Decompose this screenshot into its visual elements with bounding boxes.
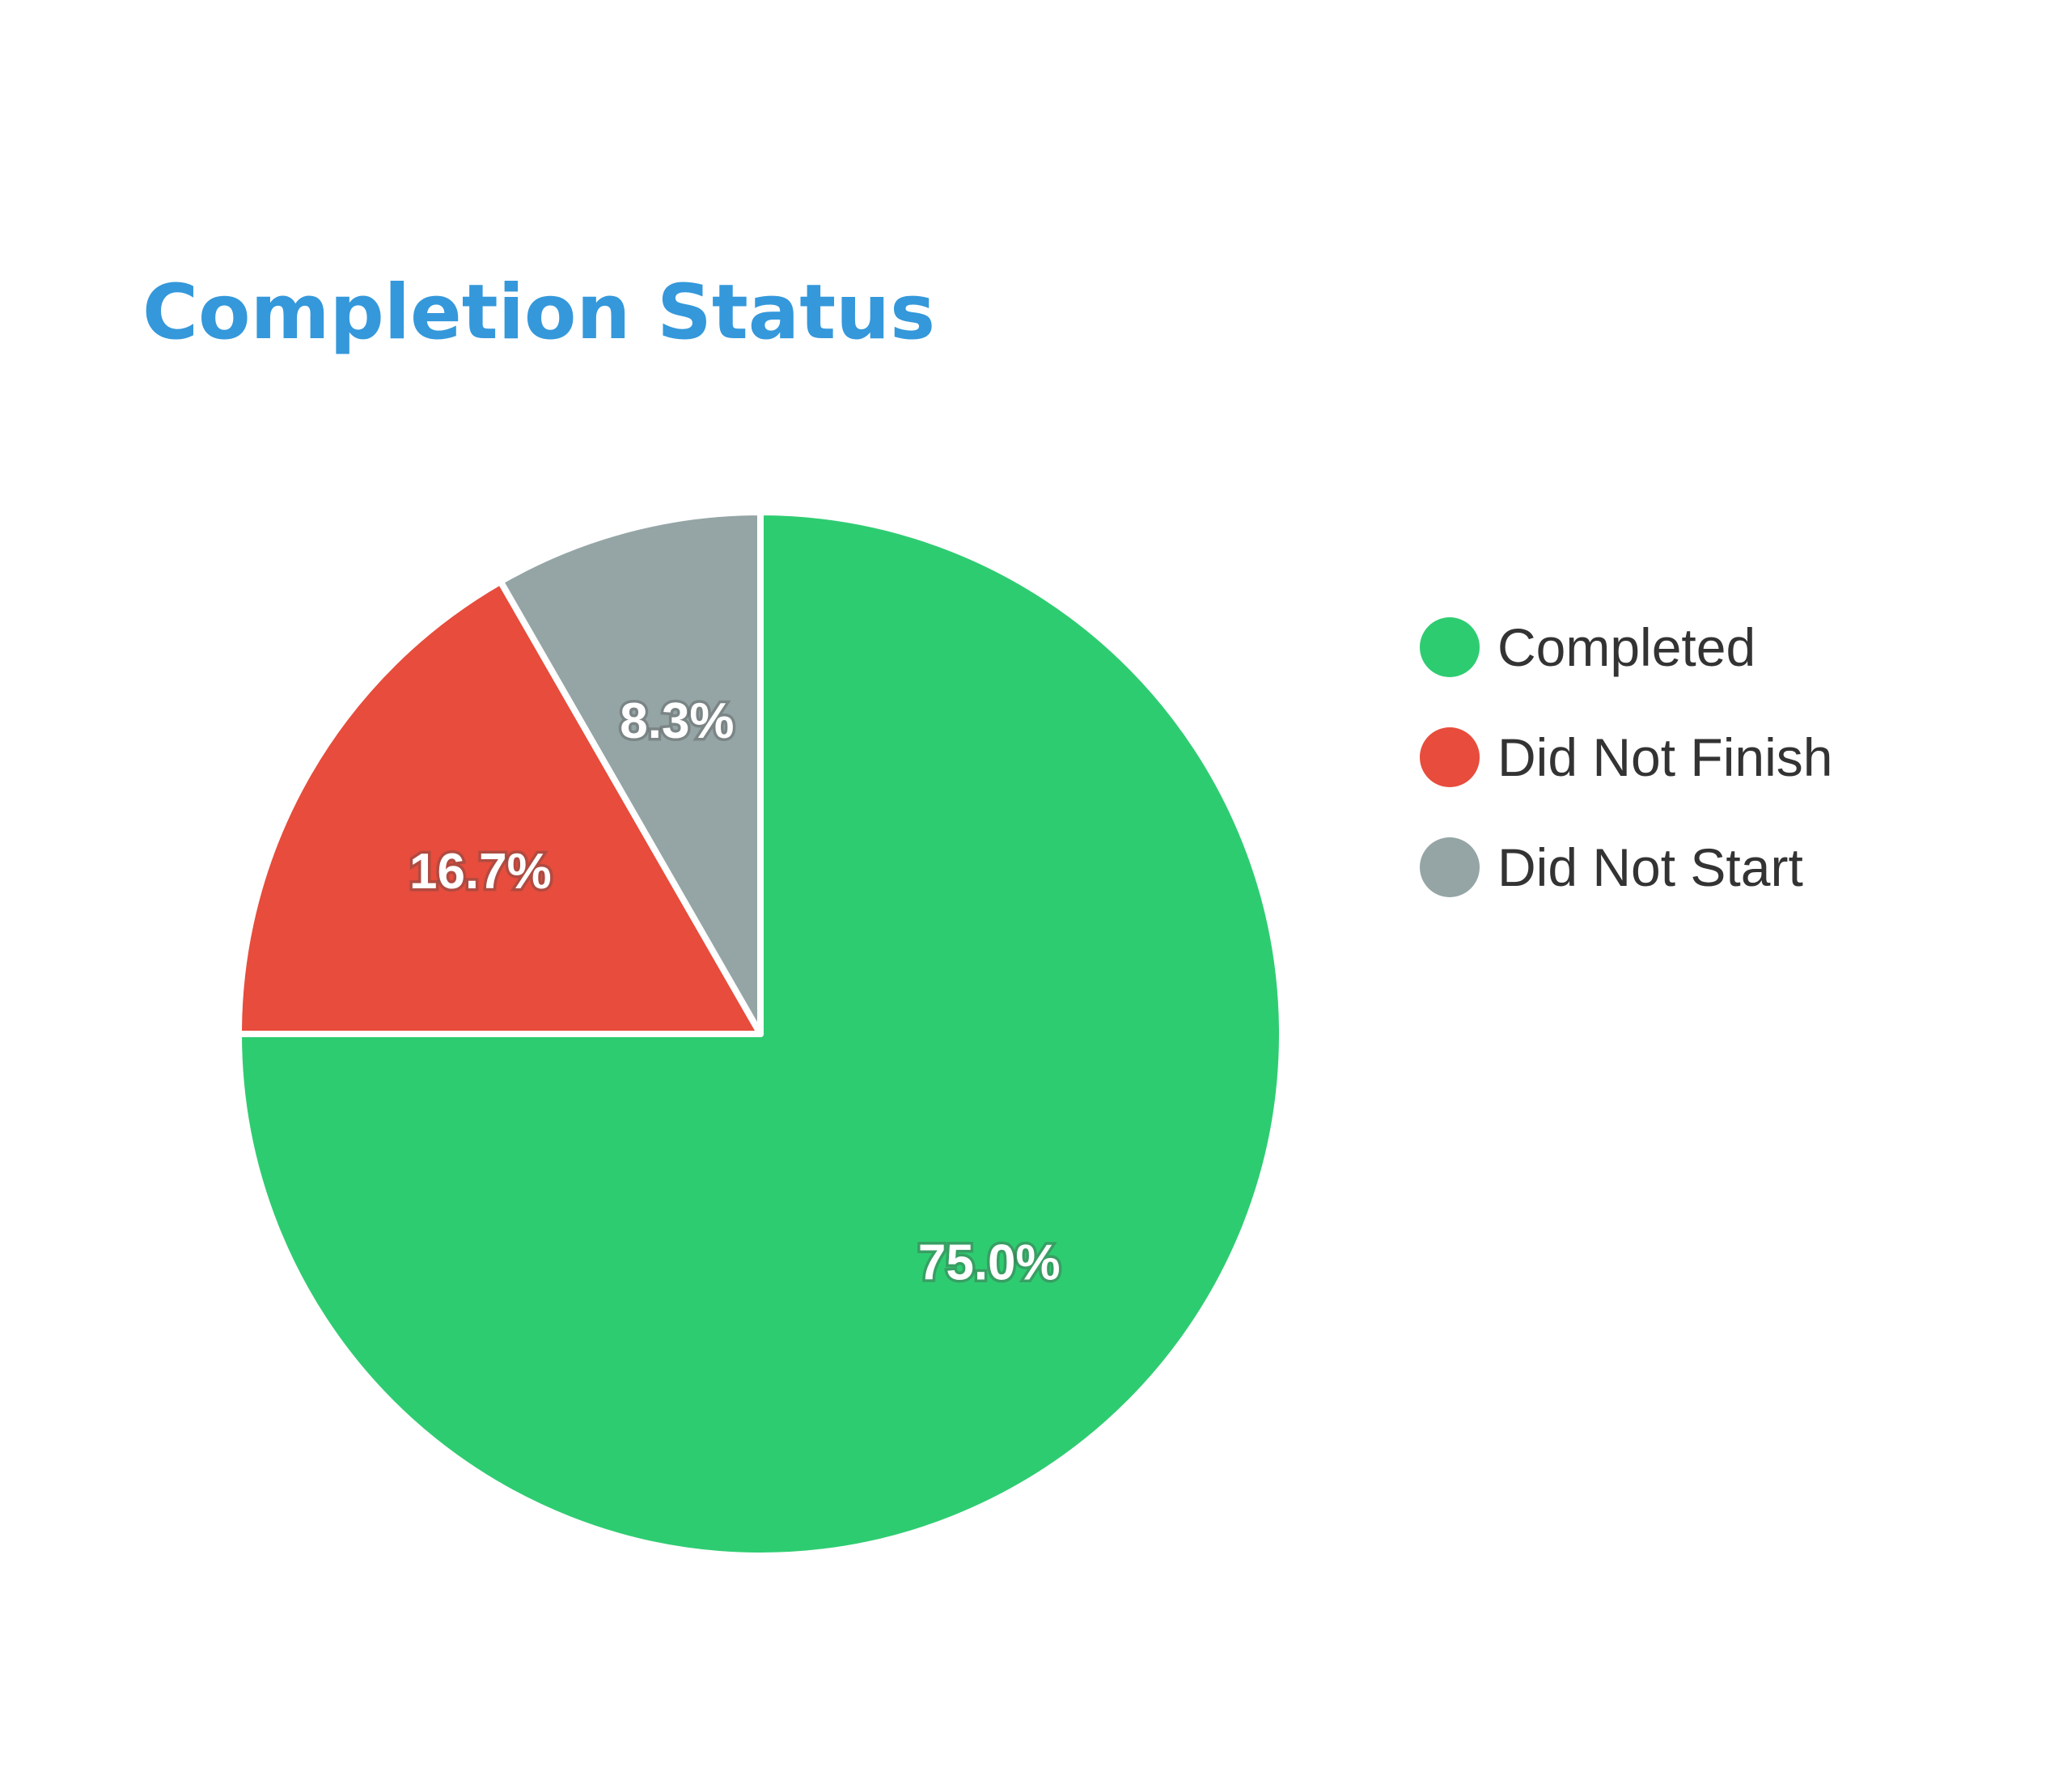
pie-slice-label-did-not-finish: 16.7% xyxy=(409,844,552,900)
legend-swatch-did-not-finish xyxy=(1420,727,1480,787)
legend-label: Did Not Finish xyxy=(1497,727,1833,787)
pie-slice-did-not-finish[interactable] xyxy=(235,578,764,1037)
pie-slice-labels: 75.0% 16.7% 8.3% xyxy=(406,691,1063,1294)
legend-label: Completed xyxy=(1497,617,1756,677)
pie-slice-label-completed: 75.0% xyxy=(918,1235,1061,1290)
legend-swatch-did-not-start xyxy=(1420,837,1480,897)
legend-item-did-not-start[interactable]: Did Not Start xyxy=(1420,812,1832,922)
legend: Completed Did Not Finish Did Not Start xyxy=(1420,592,1832,922)
legend-swatch-completed xyxy=(1420,617,1480,677)
legend-item-did-not-finish[interactable]: Did Not Finish xyxy=(1420,702,1832,812)
pie-slice-did-not-start[interactable] xyxy=(497,509,764,1037)
pie-slice-label-did-not-start: 8.3% xyxy=(620,693,734,749)
legend-label: Did Not Start xyxy=(1497,837,1803,897)
chart-title: Completion Status xyxy=(142,269,936,357)
pie-slices xyxy=(235,509,1285,1559)
legend-item-completed[interactable]: Completed xyxy=(1420,592,1832,702)
